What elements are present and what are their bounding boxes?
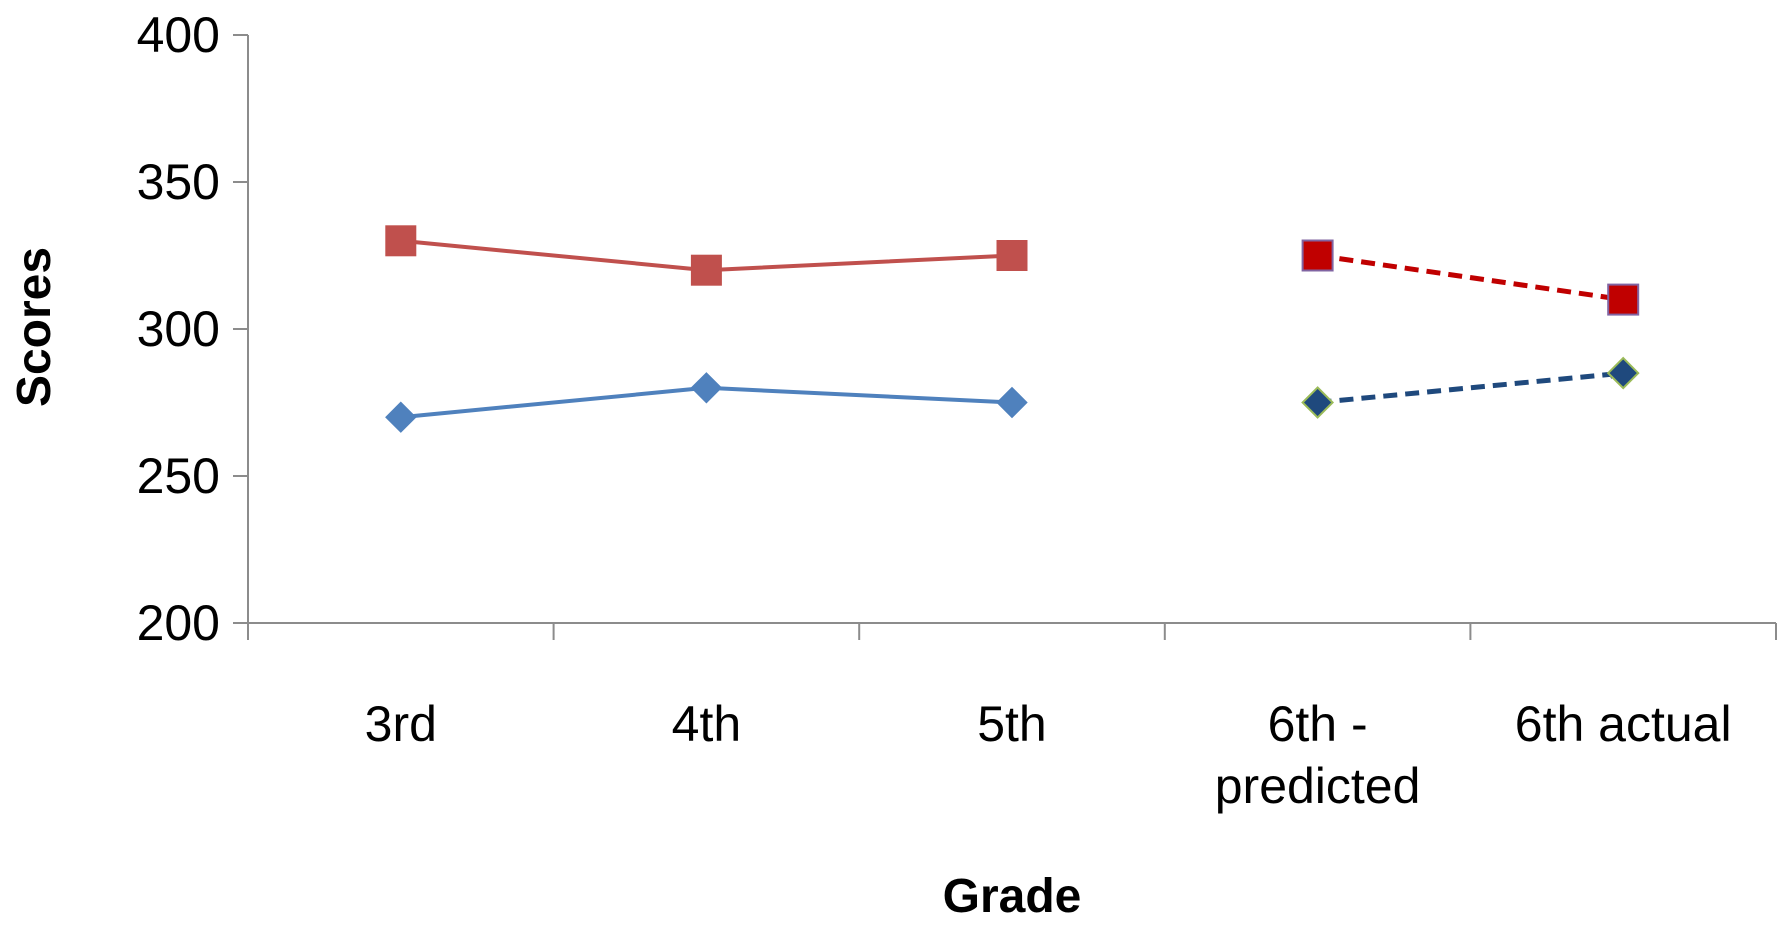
data-point bbox=[996, 240, 1028, 271]
y-tick-label: 400 bbox=[137, 7, 220, 63]
x-axis-title: Grade bbox=[943, 870, 1082, 923]
y-tick-label: 350 bbox=[137, 154, 220, 210]
series-4 bbox=[1301, 356, 1640, 419]
data-point bbox=[1606, 356, 1640, 390]
series-line bbox=[1317, 374, 1618, 405]
y-tick-label: 250 bbox=[137, 448, 220, 504]
y-axis-title: Scores bbox=[8, 247, 61, 407]
y-tick-label: 200 bbox=[137, 595, 220, 651]
series-line bbox=[1317, 253, 1618, 299]
axes: 200 250 300 350 400 3rd 4th 5th 6th -predicted 6t… bbox=[137, 7, 1777, 814]
data-point bbox=[690, 372, 723, 404]
y-tick-label: 300 bbox=[137, 301, 220, 357]
x-tick-label: 4th bbox=[672, 696, 742, 752]
series-1 bbox=[385, 225, 1028, 286]
series-layer bbox=[385, 225, 1640, 433]
data-point bbox=[1301, 239, 1334, 272]
data-point bbox=[385, 401, 417, 433]
data-point bbox=[690, 254, 722, 286]
x-tick-label: 6th -predicted bbox=[1215, 696, 1421, 814]
series-3 bbox=[1301, 239, 1640, 316]
x-tick-label: 5th bbox=[977, 696, 1047, 752]
data-point bbox=[1607, 283, 1640, 316]
x-tick-label: 3rd bbox=[365, 696, 437, 752]
data-point bbox=[1301, 386, 1335, 419]
series-2 bbox=[385, 372, 1028, 433]
data-point bbox=[385, 225, 417, 257]
x-tick-label: 6th actual bbox=[1515, 696, 1732, 752]
data-point bbox=[996, 386, 1028, 419]
